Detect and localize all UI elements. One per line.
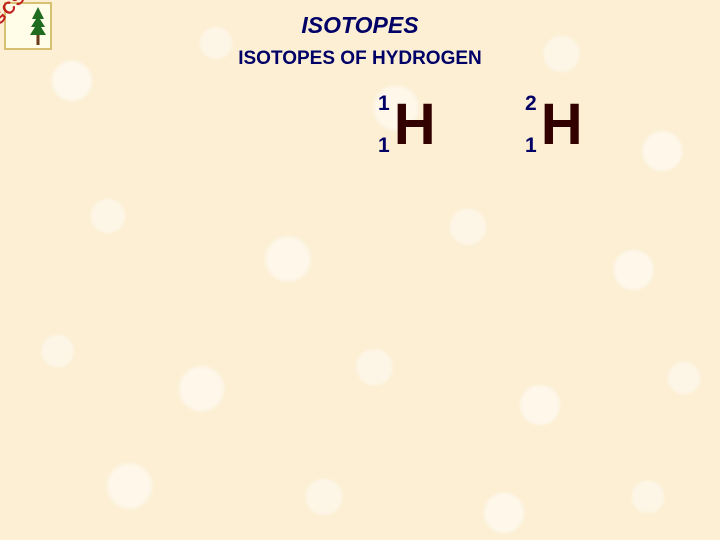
page-title: ISOTOPES bbox=[0, 12, 720, 39]
isotope-1-symbol: H bbox=[394, 96, 436, 154]
page-subtitle: ISOTOPES OF HYDROGEN bbox=[0, 48, 720, 70]
textured-background bbox=[0, 0, 720, 540]
isotope-2-symbol: H bbox=[541, 96, 583, 154]
isotope-2-numbers: 2 1 bbox=[525, 92, 537, 158]
isotope-1-numbers: 1 1 bbox=[378, 92, 390, 158]
isotope-1: 1 1 H bbox=[378, 92, 436, 158]
isotope-1-atomic-number: 1 bbox=[378, 134, 390, 158]
isotope-2-mass-number: 2 bbox=[525, 92, 537, 116]
isotope-2: 2 1 H bbox=[525, 92, 583, 158]
isotope-2-atomic-number: 1 bbox=[525, 134, 537, 158]
isotope-1-mass-number: 1 bbox=[378, 92, 390, 116]
